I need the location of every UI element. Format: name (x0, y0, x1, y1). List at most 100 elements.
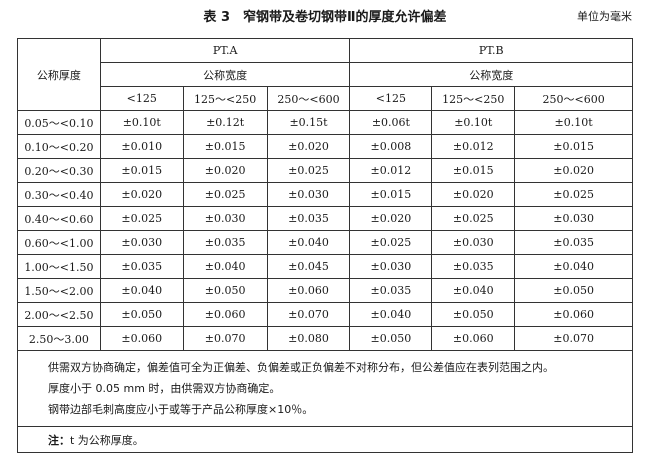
thickness-cell: 2.50～3.00 (17, 326, 101, 351)
tolerance-cell: ±0.060 (182, 302, 268, 327)
tolerance-cell: ±0.030 (99, 230, 184, 255)
tolerance-cell: ±0.050 (431, 302, 516, 327)
header-width-2: 250～<600 (266, 86, 351, 111)
tolerance-cell: ±0.030 (431, 230, 516, 255)
header-width-label: 公称宽度 (349, 62, 633, 87)
thickness-cell: 2.00～<2.50 (17, 302, 101, 327)
tolerance-cell: ±0.030 (182, 206, 268, 231)
footnote: 注：t 为公称厚度。 (17, 426, 633, 453)
tolerance-cell: ±0.035 (431, 254, 516, 279)
thickness-cell: 1.00～<1.50 (17, 254, 101, 279)
thickness-cell: 0.60～<1.00 (17, 230, 101, 255)
tolerance-cell: ±0.035 (349, 278, 433, 303)
thickness-cell: 0.30～<0.40 (17, 182, 101, 207)
note-line: 厚度小于 0.05 mm 时，由供需双方协商确定。 (48, 382, 281, 395)
note-line: 供需双方协商确定，偏差值可全为正偏差、负偏差或正负偏差不对称分布，但公差值应在表… (48, 361, 554, 374)
tolerance-cell: ±0.050 (99, 302, 184, 327)
tolerance-cell: ±0.070 (514, 326, 633, 351)
header-thickness: 公称厚度 (17, 38, 101, 111)
tolerance-cell: ±0.012 (349, 158, 433, 183)
tolerance-cell: ±0.040 (431, 278, 516, 303)
header-width-5: 250～<600 (514, 86, 633, 111)
thickness-cell: 0.10～<0.20 (17, 134, 101, 159)
tolerance-cell: ±0.060 (99, 326, 184, 351)
table-row: 0.20～<0.30 ±0.015 ±0.020 ±0.025 ±0.012 ±0.015… (17, 158, 633, 183)
tolerance-cell: ±0.070 (266, 302, 351, 327)
tolerance-cell: ±0.040 (99, 278, 184, 303)
tolerance-cell: ±0.020 (182, 158, 268, 183)
header-group-pta: PT.A (99, 38, 351, 63)
thickness-cell: 0.20～<0.30 (17, 158, 101, 183)
table-title: 表 3 窄钢带及卷切钢带Ⅱ的厚度允许偏差 (203, 10, 447, 25)
header-width-1: 125～<250 (182, 86, 268, 111)
table-row: 1.00～<1.50 ±0.035 ±0.040 ±0.045 ±0.030 ±0.035… (17, 254, 633, 279)
tolerance-cell: ±0.015 (514, 134, 633, 159)
tolerance-cell: ±0.020 (514, 158, 633, 183)
tolerance-cell: ±0.008 (349, 134, 433, 159)
tolerance-cell: ±0.06t (349, 110, 433, 135)
tolerance-cell: ±0.030 (349, 254, 433, 279)
tolerance-cell: ±0.015 (99, 158, 184, 183)
tolerance-cell: ±0.030 (266, 182, 351, 207)
tolerance-cell: ±0.10t (99, 110, 184, 135)
tolerance-cell: ±0.050 (514, 278, 633, 303)
table-row: 0.10～<0.20 ±0.010 ±0.015 ±0.020 ±0.008 ±0.012… (17, 134, 633, 159)
tolerance-cell: ±0.040 (514, 254, 633, 279)
tolerance-cell: ±0.025 (514, 182, 633, 207)
tolerance-cell: ±0.025 (266, 158, 351, 183)
tolerance-table: 公称厚度 PT.A PT.B 公称宽度 公称宽度 <125 125～<250 250… (17, 38, 633, 453)
tolerance-cell: ±0.030 (514, 206, 633, 231)
thickness-cell: 0.40～<0.60 (17, 206, 101, 231)
table-row: 0.05～<0.10 ±0.10t ±0.12t ±0.15t ±0.06t ±0.10t… (17, 110, 633, 135)
header-width-0: <125 (99, 86, 184, 111)
tolerance-cell: ±0.060 (266, 278, 351, 303)
tolerance-cell: ±0.10t (514, 110, 633, 135)
tolerance-cell: ±0.020 (99, 182, 184, 207)
tolerance-cell: ±0.12t (182, 110, 268, 135)
tolerance-cell: ±0.050 (182, 278, 268, 303)
tolerance-cell: ±0.025 (431, 206, 516, 231)
notes-cell: 供需双方协商确定，偏差值可全为正偏差、负偏差或正负偏差不对称分布，但公差值应在表… (17, 350, 633, 427)
tolerance-cell: ±0.035 (99, 254, 184, 279)
tolerance-cell: ±0.015 (349, 182, 433, 207)
tolerance-cell: ±0.025 (349, 230, 433, 255)
unit-label: 单位为毫米 (577, 10, 632, 23)
tolerance-cell: ±0.040 (349, 302, 433, 327)
tolerance-cell: ±0.035 (182, 230, 268, 255)
header-width-3: <125 (349, 86, 433, 111)
tolerance-cell: ±0.040 (266, 230, 351, 255)
tolerance-cell: ±0.10t (431, 110, 516, 135)
footnote-text: t 为公称厚度。 (70, 433, 144, 447)
tolerance-cell: ±0.015 (182, 134, 268, 159)
table-row: 1.50～<2.00 ±0.040 ±0.050 ±0.060 ±0.035 ±0.040… (17, 278, 633, 303)
table-row: 2.50～3.00 ±0.060 ±0.070 ±0.080 ±0.050 ±0.060 ±… (17, 326, 633, 351)
tolerance-cell: ±0.15t (266, 110, 351, 135)
tolerance-cell: ±0.012 (431, 134, 516, 159)
table-row: 0.30～<0.40 ±0.020 ±0.025 ±0.030 ±0.015 ±0.020… (17, 182, 633, 207)
tolerance-cell: ±0.045 (266, 254, 351, 279)
note-line: 钢带边部毛刺高度应小于或等于产品公称厚度×10％。 (48, 403, 314, 416)
header-width-label: 公称宽度 (99, 62, 351, 87)
tolerance-cell: ±0.025 (99, 206, 184, 231)
tolerance-cell: ±0.025 (182, 182, 268, 207)
header-group-ptb: PT.B (349, 38, 633, 63)
tolerance-cell: ±0.035 (514, 230, 633, 255)
tolerance-cell: ±0.080 (266, 326, 351, 351)
table-row: 0.40～<0.60 ±0.025 ±0.030 ±0.035 ±0.020 ±0.025… (17, 206, 633, 231)
tolerance-cell: ±0.040 (182, 254, 268, 279)
header-width-4: 125～<250 (431, 86, 516, 111)
tolerance-cell: ±0.060 (431, 326, 516, 351)
tolerance-cell: ±0.060 (514, 302, 633, 327)
table-row: 2.00～<2.50 ±0.050 ±0.060 ±0.070 ±0.040 ±0.050… (17, 302, 633, 327)
thickness-cell: 0.05～<0.10 (17, 110, 101, 135)
tolerance-cell: ±0.035 (266, 206, 351, 231)
thickness-cell: 1.50～<2.00 (17, 278, 101, 303)
tolerance-cell: ±0.010 (99, 134, 184, 159)
footnote-label: 注： (48, 433, 70, 447)
tolerance-cell: ±0.070 (182, 326, 268, 351)
tolerance-cell: ±0.015 (431, 158, 516, 183)
table-row: 0.60～<1.00 ±0.030 ±0.035 ±0.040 ±0.025 ±0.030… (17, 230, 633, 255)
tolerance-cell: ±0.050 (349, 326, 433, 351)
tolerance-cell: ±0.020 (349, 206, 433, 231)
tolerance-cell: ±0.020 (431, 182, 516, 207)
